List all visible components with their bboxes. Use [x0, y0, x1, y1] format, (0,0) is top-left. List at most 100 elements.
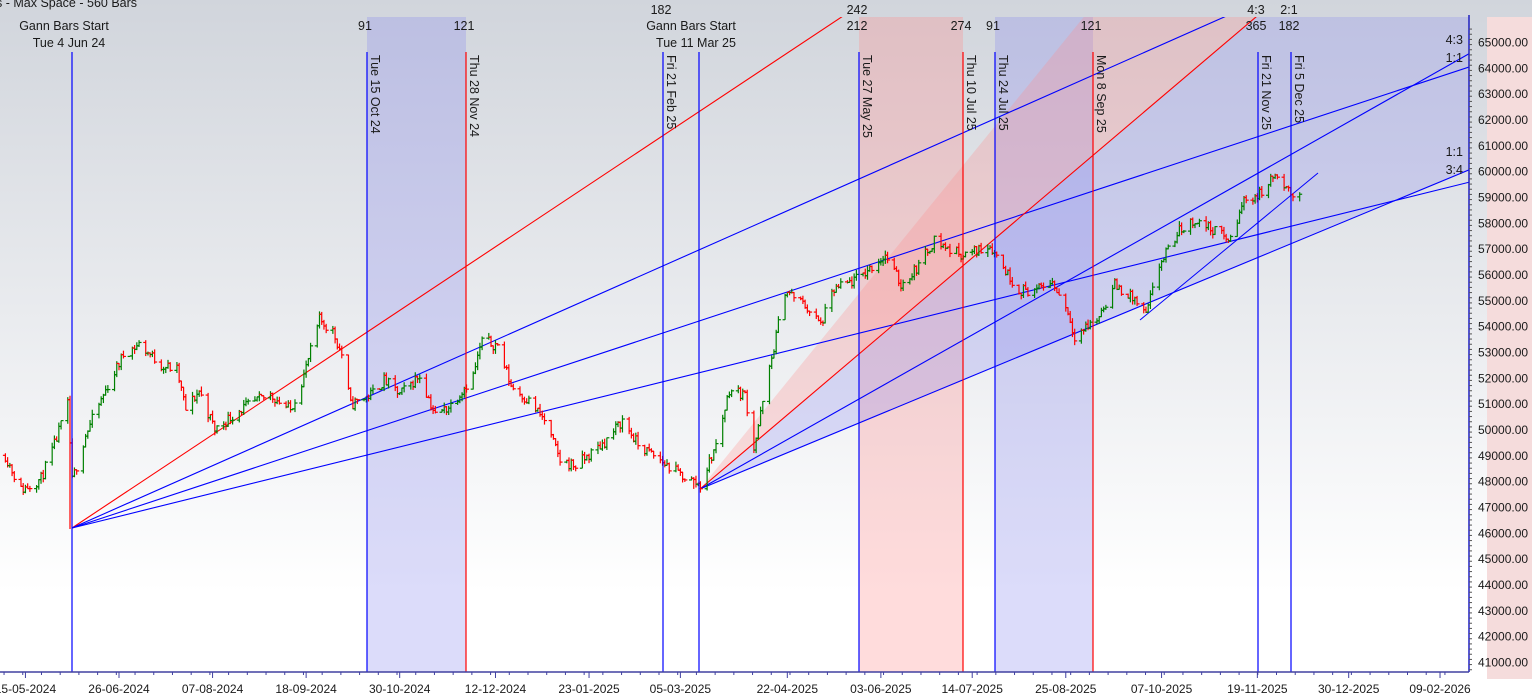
price-tick-label: 42000.00: [1478, 630, 1528, 644]
bar-count-label: 212: [847, 19, 868, 33]
ohlc-bar: [58, 420, 64, 430]
ohlc-bar: [89, 409, 95, 428]
gann-fan-line[interactable]: [71, 181, 1469, 529]
ohlc-bar: [495, 343, 501, 346]
date-tick-label: 25-08-2025: [1035, 682, 1097, 696]
ohlc-bar: [1118, 285, 1124, 296]
price-tick-label: 56000.00: [1478, 268, 1528, 282]
ohlc-bar: [214, 425, 220, 434]
date-tick-label: 05-03-2025: [650, 682, 712, 696]
time-marker-date: Thu 10 Jul 25: [964, 55, 978, 131]
time-marker-date: Fri 21 Feb 25: [664, 55, 678, 129]
fan-fill: [700, 17, 1469, 489]
gann-fan-line[interactable]: [699, 169, 1469, 490]
price-tick-label: 51000.00: [1478, 397, 1528, 411]
ohlc-bar: [604, 437, 610, 450]
gann-fan-line[interactable]: [71, 0, 1469, 529]
date-tick-label: 26-06-2024: [88, 682, 150, 696]
ohlc-bar: [1025, 287, 1031, 297]
date-tick-label: 12-12-2024: [465, 682, 527, 696]
date-tick-label: 22-04-2025: [757, 682, 819, 696]
time-zone-band: [367, 17, 466, 672]
ohlc-bar: [308, 342, 314, 363]
gann-start-date: Tue 11 Mar 25: [656, 36, 736, 50]
ohlc-bar: [479, 336, 485, 351]
time-zone-band: [859, 17, 963, 672]
ohlc-bar: [230, 416, 236, 425]
gann-start-date: Tue 4 Jun 24: [33, 36, 106, 50]
bar-count-label: 274: [951, 19, 972, 33]
overlap-label: 242: [847, 3, 868, 17]
ohlc-bar: [1181, 230, 1187, 234]
trend-line[interactable]: [1139, 172, 1319, 321]
price-tick-label: 55000.00: [1478, 294, 1528, 308]
time-marker-date: Thu 24 Jul 25: [996, 55, 1010, 131]
ohlc-bar: [1056, 288, 1062, 296]
date-tick-label: 07-08-2024: [182, 682, 244, 696]
ohlc-bar: [916, 259, 922, 275]
ohlc-bar: [401, 382, 407, 393]
date-tick-label: 18-09-2024: [275, 682, 337, 696]
ohlc-bar: [323, 323, 329, 334]
price-tick-label: 53000.00: [1478, 345, 1528, 359]
ohlc-bar: [900, 279, 906, 291]
ohlc-bar: [1297, 192, 1303, 202]
ohlc-bar: [557, 449, 563, 466]
ohlc-bar: [1243, 195, 1249, 204]
time-zone-band: [995, 17, 1093, 672]
chart-title: s - Max Space - 560 Bars: [0, 0, 137, 10]
ohlc-bar: [791, 291, 797, 302]
ohlc-bar: [573, 465, 579, 472]
price-bars: [2, 173, 1303, 529]
ohlc-bar: [183, 393, 189, 411]
ohlc-bar: [619, 415, 625, 433]
ohlc-bar: [432, 405, 438, 414]
ohlc-bar: [1212, 226, 1218, 236]
ohlc-bar: [136, 340, 142, 347]
ohlc-bar: [807, 310, 813, 317]
price-tick-label: 60000.00: [1478, 165, 1528, 179]
price-tick-label: 59000.00: [1478, 190, 1528, 204]
date-tick-label: 09-02-2026: [1409, 682, 1471, 696]
price-tick-label: 62000.00: [1478, 113, 1528, 127]
ohlc-bar: [588, 448, 594, 462]
time-zones: [367, 17, 1093, 672]
date-tick-label: 23-01-2025: [558, 682, 620, 696]
ohlc-bar: [1274, 174, 1280, 180]
time-marker-date: Fri 5 Dec 25: [1292, 55, 1306, 123]
gann-fan-line[interactable]: [699, 53, 1469, 490]
ohlc-bar: [417, 374, 423, 384]
time-marker-date: Thu 28 Nov 24: [467, 55, 481, 137]
gann-fan-line[interactable]: [699, 0, 1469, 490]
price-axis[interactable]: 65000.00 64000.00 63000.00 62000.00 61000.00…: [1469, 28, 1528, 671]
ohlc-bar: [386, 377, 392, 389]
ohlc-bar: [682, 478, 688, 482]
ohlc-bar: [744, 389, 750, 417]
time-marker-date: Tue 27 May 25: [860, 55, 874, 138]
ohlc-bar: [292, 399, 298, 413]
ohlc-bar: [167, 362, 173, 372]
ohlc-bar: [245, 398, 251, 405]
overlap-label: 4:3: [1247, 3, 1264, 17]
ohlc-bar: [651, 450, 657, 459]
date-axis[interactable]: 15-05-2024 26-06-2024 07-08-2024 18-09-2024…: [0, 671, 1471, 696]
ohlc-bar: [869, 265, 875, 274]
ohlc-bar: [11, 471, 17, 483]
bar-count-label: 121: [454, 19, 475, 33]
price-tick-label: 52000.00: [1478, 371, 1528, 385]
gann-fan-line[interactable]: [71, 66, 1469, 529]
price-tick-label: 64000.00: [1478, 61, 1528, 75]
date-tick-label: 15-05-2024: [0, 682, 56, 696]
price-tick-label: 50000.00: [1478, 423, 1528, 437]
ohlc-bar: [370, 384, 376, 395]
time-marker-date: Mon 8 Sep 25: [1094, 55, 1108, 133]
ohlc-bar: [885, 251, 891, 264]
price-tick-label: 57000.00: [1478, 242, 1528, 256]
price-tick-label: 58000.00: [1478, 216, 1528, 230]
ohlc-bar: [1259, 186, 1265, 198]
ohlc-bar: [1087, 319, 1093, 330]
fan-ratio-label: 1:1: [1446, 51, 1463, 65]
price-axis-background: [1487, 17, 1532, 679]
